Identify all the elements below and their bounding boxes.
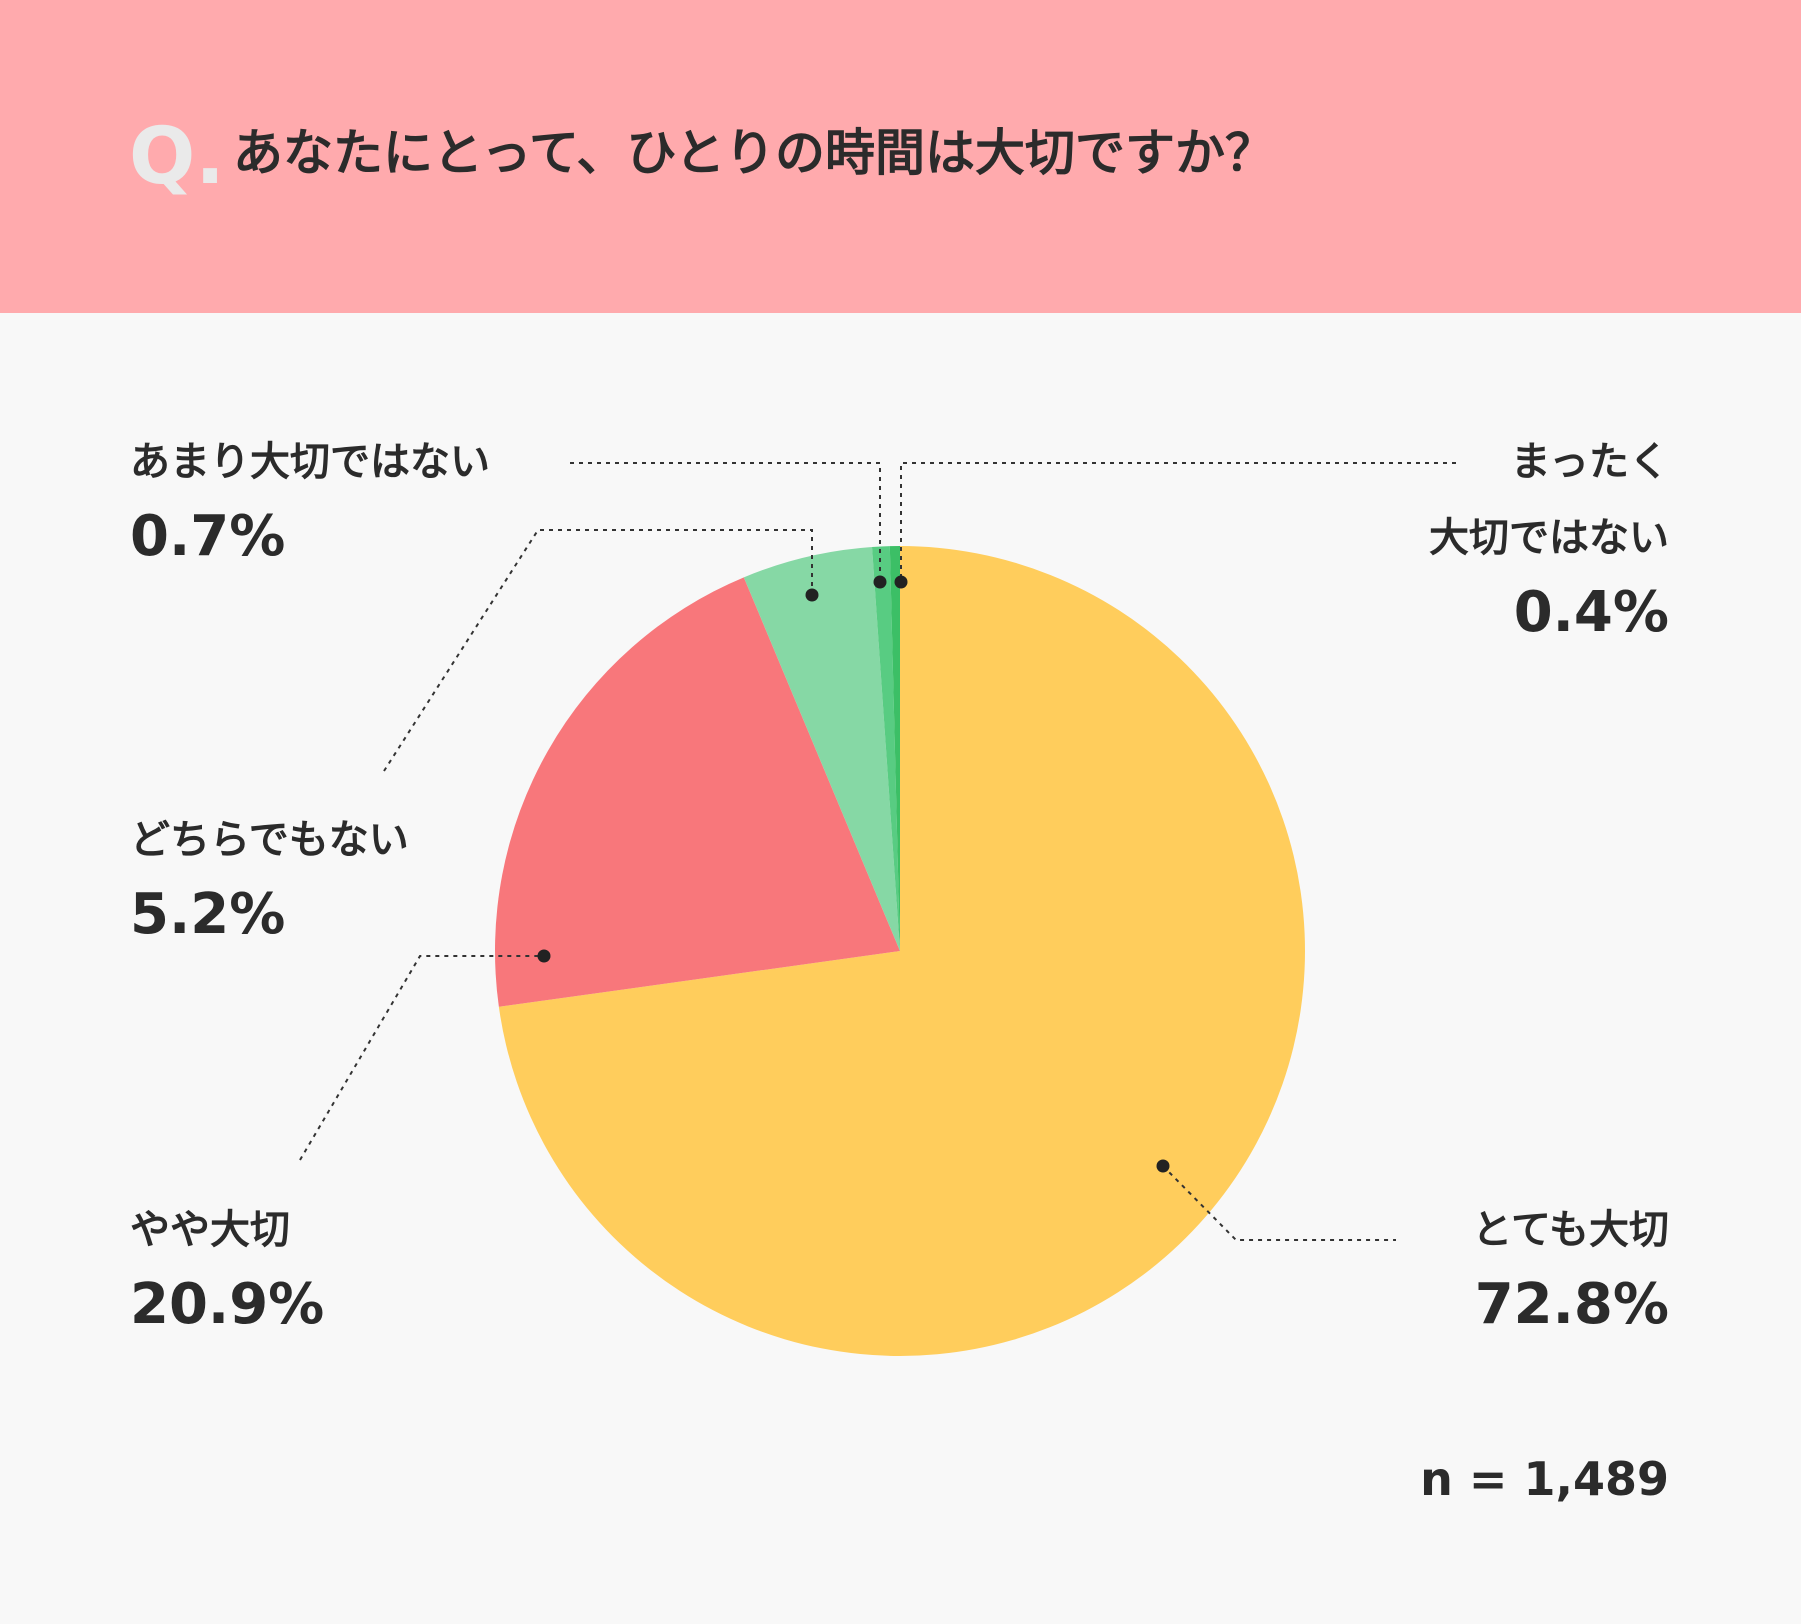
label-somewhat: やや大切 20.9% [130, 1208, 324, 1336]
question-title: あなたにとって、ひとりの時間は大切ですか？ [233, 124, 1275, 182]
label-somewhat-pct: 20.9% [130, 1272, 325, 1337]
leader-dot-somewhat [537, 949, 551, 963]
leader-dot-very [1156, 1159, 1170, 1173]
leader-dot-not-important [873, 575, 887, 589]
leader-dot-neutral [805, 588, 819, 602]
label-very-pct: 72.8% [1474, 1272, 1669, 1337]
pie-slices [494, 546, 1305, 1356]
header-banner: Q. あなたにとって、ひとりの時間は大切ですか？ [0, 0, 1801, 313]
leader-line-somewhat [299, 955, 544, 1161]
question-mark-label: Q. [129, 112, 225, 202]
label-neutral: どちらでもない 5.2% [130, 818, 409, 946]
pie-slice-3 [872, 546, 900, 951]
label-not-at-all-name-line2: 大切ではない [1429, 515, 1669, 561]
leader-dot-not-at-all [894, 575, 908, 589]
leader-line-neutral [383, 529, 813, 772]
pie-slice-4 [889, 546, 900, 951]
sample-size: n = 1,489 [1420, 1452, 1669, 1506]
pie-slice-2 [743, 546, 900, 951]
label-not-important-pct: 0.7% [130, 504, 286, 569]
label-not-at-all-pct: 0.4% [1513, 580, 1669, 645]
label-not-at-all-name-line1: まったく [1510, 439, 1669, 485]
pie-slice-1 [494, 577, 900, 1007]
leader-dots [537, 575, 1170, 1173]
label-very-name: とても大切 [1472, 1207, 1669, 1253]
leader-lines [299, 462, 1456, 1241]
pie-slice-0 [498, 546, 1305, 1356]
leader-line-very [1162, 1165, 1396, 1241]
label-not-important-name: あまり大切ではない [130, 439, 490, 485]
leader-line-not-important [570, 462, 881, 582]
label-somewhat-name: やや大切 [130, 1207, 290, 1253]
label-neutral-name: どちらでもない [130, 817, 409, 863]
label-very: とても大切 72.8% [1472, 1208, 1669, 1336]
label-neutral-pct: 5.2% [130, 882, 286, 947]
label-not-at-all: まったく 大切ではない 0.4% [1429, 440, 1669, 644]
label-not-important: あまり大切ではない 0.7% [130, 440, 490, 568]
